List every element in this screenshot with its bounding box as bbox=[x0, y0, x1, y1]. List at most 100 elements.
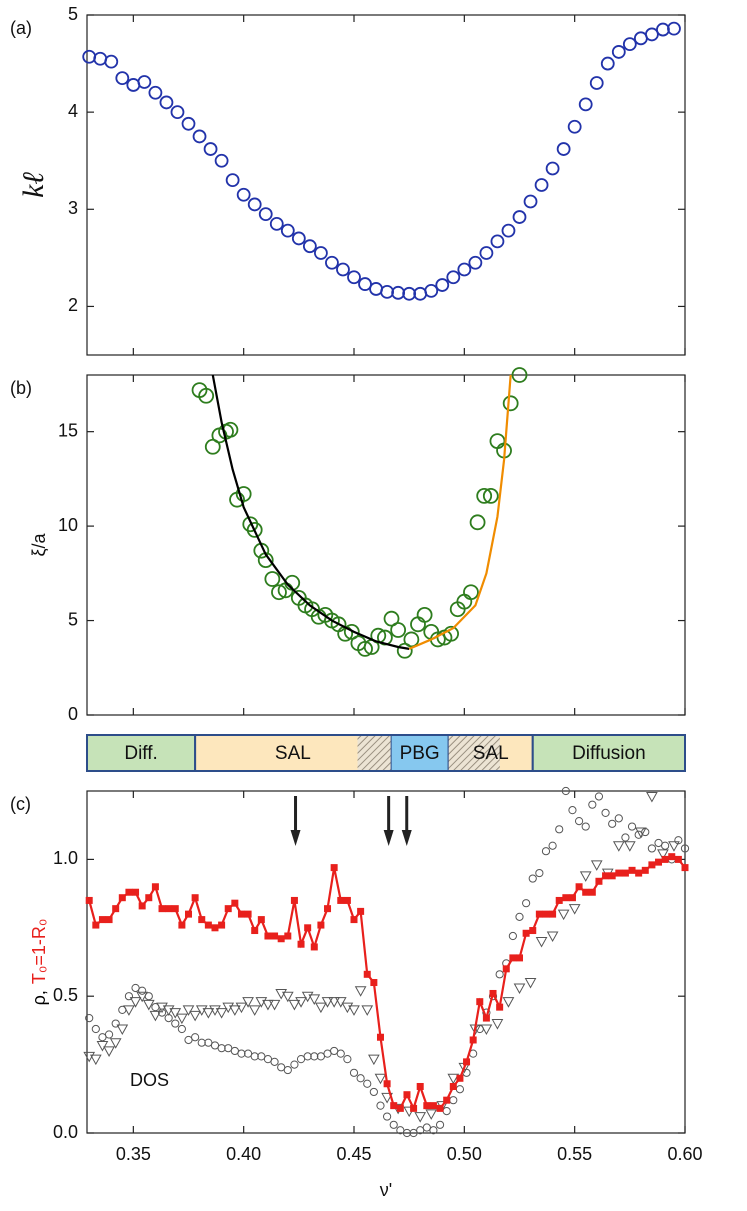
y-tick-label: 3 bbox=[68, 198, 78, 218]
point bbox=[336, 262, 350, 277]
point bbox=[402, 1128, 412, 1138]
point bbox=[137, 75, 152, 89]
point bbox=[242, 997, 254, 1008]
point bbox=[442, 1107, 451, 1116]
point bbox=[381, 1092, 393, 1104]
point bbox=[142, 999, 155, 1011]
point bbox=[336, 1049, 345, 1058]
point bbox=[145, 894, 153, 902]
point bbox=[157, 1008, 167, 1017]
point bbox=[523, 194, 538, 209]
panel-label: (c) bbox=[10, 794, 31, 814]
point bbox=[112, 905, 120, 913]
point bbox=[235, 1002, 248, 1014]
point bbox=[138, 986, 147, 995]
arrow-head bbox=[401, 830, 412, 846]
point bbox=[516, 954, 524, 962]
point bbox=[237, 910, 245, 918]
point bbox=[429, 1126, 438, 1135]
point bbox=[302, 239, 317, 254]
point bbox=[231, 899, 239, 907]
point bbox=[567, 119, 582, 134]
y-tick-label: 1.0 bbox=[53, 848, 78, 868]
point bbox=[656, 22, 670, 37]
point bbox=[495, 970, 504, 979]
point bbox=[608, 819, 617, 828]
point bbox=[541, 847, 551, 856]
point bbox=[416, 1082, 424, 1090]
point bbox=[546, 931, 559, 943]
region-label: Diff. bbox=[124, 743, 157, 764]
point bbox=[383, 1080, 391, 1088]
point bbox=[225, 173, 240, 188]
point bbox=[391, 285, 406, 300]
point bbox=[224, 905, 232, 913]
point bbox=[83, 1051, 96, 1063]
point bbox=[463, 584, 479, 601]
point bbox=[410, 616, 426, 633]
point bbox=[343, 623, 360, 640]
point bbox=[612, 841, 625, 852]
point bbox=[575, 883, 583, 891]
point bbox=[369, 282, 383, 296]
point bbox=[390, 1102, 398, 1110]
point bbox=[588, 800, 597, 809]
point bbox=[321, 997, 334, 1008]
point bbox=[568, 806, 577, 815]
point bbox=[561, 786, 570, 796]
hatched-region bbox=[448, 736, 500, 770]
y-axis-label: ξ/a bbox=[29, 532, 49, 556]
point bbox=[136, 991, 149, 1003]
point bbox=[347, 270, 361, 285]
point bbox=[277, 1063, 286, 1072]
point bbox=[92, 921, 100, 929]
point bbox=[262, 999, 274, 1011]
point bbox=[628, 866, 636, 874]
point bbox=[315, 1002, 327, 1014]
point bbox=[680, 844, 690, 853]
point bbox=[422, 1123, 431, 1132]
point bbox=[508, 931, 517, 941]
point bbox=[269, 216, 284, 231]
point bbox=[363, 970, 371, 978]
point bbox=[602, 872, 610, 880]
point bbox=[191, 894, 199, 902]
point bbox=[647, 844, 657, 853]
point bbox=[447, 1073, 460, 1085]
point bbox=[376, 1033, 384, 1041]
point bbox=[403, 631, 420, 648]
y-axis-label: kℓ bbox=[17, 172, 50, 198]
point bbox=[655, 858, 663, 866]
point bbox=[496, 1003, 504, 1011]
plot-frame bbox=[86, 790, 686, 1134]
point bbox=[528, 874, 537, 883]
point bbox=[178, 921, 186, 929]
point bbox=[512, 210, 527, 224]
point bbox=[455, 1085, 465, 1094]
point bbox=[502, 965, 510, 973]
point bbox=[661, 855, 669, 863]
point bbox=[489, 433, 506, 450]
series-line bbox=[408, 374, 512, 650]
point bbox=[476, 998, 484, 1006]
point bbox=[217, 1044, 226, 1053]
x-tick-label: 0.50 bbox=[447, 1144, 482, 1164]
point bbox=[522, 899, 531, 908]
point bbox=[159, 95, 174, 110]
point bbox=[123, 1005, 135, 1016]
region-label: SAL bbox=[473, 743, 509, 764]
point bbox=[557, 909, 570, 921]
point bbox=[356, 1074, 365, 1083]
point bbox=[323, 1049, 332, 1058]
point bbox=[198, 916, 206, 924]
point bbox=[621, 833, 630, 842]
panel-label: (b) bbox=[10, 378, 32, 398]
point bbox=[654, 838, 663, 848]
point bbox=[203, 142, 218, 156]
point bbox=[568, 904, 581, 915]
point bbox=[502, 395, 519, 412]
point bbox=[184, 1035, 193, 1045]
y-tick-label: 0.5 bbox=[53, 985, 78, 1005]
arrow-head bbox=[290, 830, 301, 846]
